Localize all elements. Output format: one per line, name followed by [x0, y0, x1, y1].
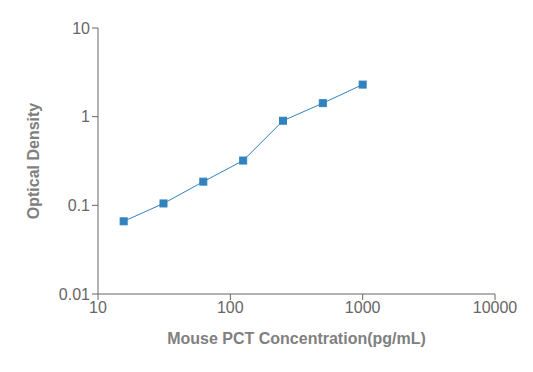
svg-text:10000: 10000 — [473, 299, 518, 316]
svg-text:0.1: 0.1 — [68, 197, 90, 214]
svg-text:100: 100 — [217, 299, 244, 316]
svg-text:Optical Density: Optical Density — [25, 103, 42, 220]
svg-text:1000: 1000 — [345, 299, 381, 316]
svg-text:Mouse PCT Concentration(pg/mL): Mouse PCT Concentration(pg/mL) — [167, 330, 426, 347]
svg-text:1: 1 — [81, 108, 90, 125]
svg-text:0.01: 0.01 — [59, 286, 90, 303]
svg-text:10: 10 — [89, 299, 107, 316]
svg-text:10: 10 — [72, 20, 90, 37]
